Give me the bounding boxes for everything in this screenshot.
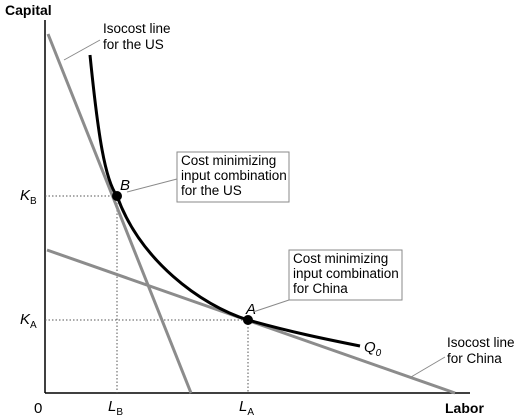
isocost-us-leader (63, 39, 101, 61)
cost-min-china-callout-box (288, 249, 403, 301)
isocost-china-annotation: Isocost line for China (447, 335, 516, 366)
isocost-china-leader (410, 356, 446, 378)
tick-kb: KB (20, 187, 37, 207)
point-a (243, 315, 253, 325)
tick-la: LA (239, 398, 254, 417)
cost-min-china-leader (252, 299, 290, 313)
point-b (112, 191, 122, 201)
cost-min-us-callout-box (176, 151, 290, 203)
cost-min-us-leader (126, 178, 178, 193)
isoquant-curve (88, 54, 361, 348)
isoquant-label: Q0 (364, 339, 382, 359)
isocost-us-annotation: Isocost line for the US (103, 21, 174, 52)
origin-label: 0 (34, 400, 42, 417)
x-axis-label: Labor (445, 400, 484, 416)
cost-min-china-callout-text: Cost minimizing input combination for Ch… (293, 251, 403, 296)
point-a-label: A (245, 301, 256, 318)
point-b-label: B (120, 177, 130, 194)
y-axis-label: Capital (5, 2, 52, 18)
tick-ka: KA (20, 311, 37, 331)
tick-lb: LB (108, 398, 123, 417)
isocost-line-us (46, 33, 193, 394)
cost-min-us-callout-text: Cost minimizing input combination for th… (181, 153, 291, 198)
